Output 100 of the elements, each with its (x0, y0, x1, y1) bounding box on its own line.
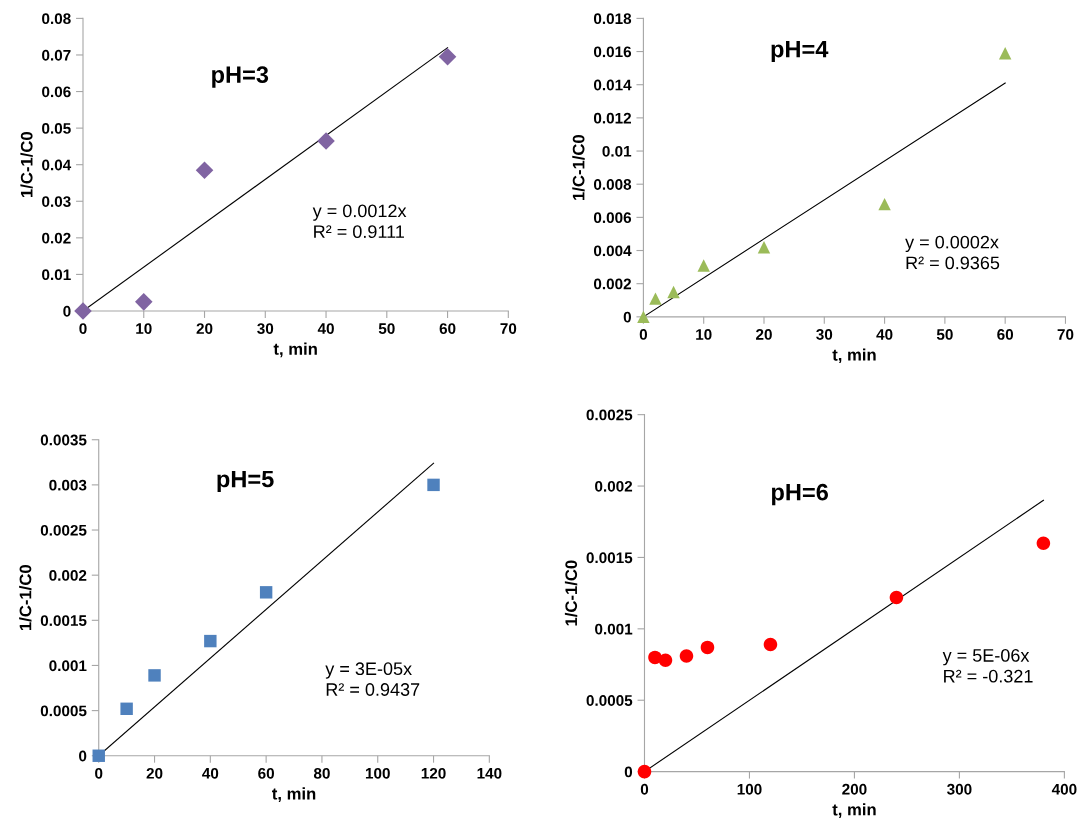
point (998, 47, 1012, 60)
point (204, 634, 217, 648)
annotation: y = 0.0002x R² = 0.9365 (905, 235, 1000, 270)
y-tick-label: 0.0005 (586, 695, 633, 706)
x-tick-label: 0 (640, 783, 649, 795)
point (427, 478, 440, 492)
y-axis-title: 1/C-1/C0 (572, 134, 585, 200)
y-tick-label: 0.012 (593, 112, 631, 124)
y-tick-label: 0.0015 (586, 552, 633, 564)
x-tick-label: 100 (365, 767, 390, 779)
x-tick-label: 100 (737, 783, 762, 795)
point (757, 240, 771, 254)
x-tick-label: 120 (421, 767, 446, 779)
annotation: y = 0.0012x R² = 0.9111 (312, 204, 407, 239)
y-tick-label: 0.04 (42, 159, 72, 171)
y-tick-label: 0 (623, 311, 631, 323)
y-tick-label: 0.06 (42, 86, 71, 98)
y-tick-label: 0 (63, 305, 71, 317)
point (120, 702, 133, 716)
y-tick-label: 0.006 (593, 212, 632, 224)
annotation: y = 5E-06x R² = -0.321 (942, 649, 1033, 683)
x-axis-title: t, min (272, 787, 316, 803)
point (438, 48, 457, 66)
y-tick-label: 0.002 (595, 480, 633, 492)
x-axis-title: t, min (832, 348, 876, 364)
point (317, 132, 335, 150)
y-tick-label: 0.003 (49, 479, 87, 491)
x-tick-label: 60 (997, 329, 1014, 340)
x-tick-label: 30 (257, 323, 274, 335)
y-axis-title: 1/C-1/C0 (19, 565, 32, 631)
y-tick-label: 0 (79, 750, 87, 762)
y-tick-label: 0.002 (593, 278, 631, 290)
point (878, 197, 891, 211)
x-tick-label: 40 (202, 767, 219, 779)
x-tick-label: 20 (756, 329, 772, 340)
y-tick-label: 0.001 (49, 660, 87, 672)
text: pH=6 (772, 483, 828, 506)
x-tick-label: 40 (876, 329, 893, 340)
y-tick-label: 0.014 (593, 79, 632, 91)
y-tick-label: 0.0015 (40, 615, 87, 626)
x-tick-label: 0 (95, 767, 103, 779)
y-tick-label: 0.018 (593, 13, 632, 25)
point (889, 590, 904, 605)
x-tick-label: 80 (313, 767, 330, 779)
y-tick-label: 0.0025 (586, 409, 633, 421)
point (637, 764, 652, 779)
text: pH=3 (212, 66, 269, 88)
y-tick-label: 0.05 (42, 122, 71, 134)
x-tick-label: 200 (842, 783, 867, 795)
point (1036, 536, 1051, 550)
x-tick-label: 60 (439, 323, 456, 335)
x-tick-label: 60 (258, 767, 275, 779)
y-tick-label: 0.01 (602, 145, 632, 157)
point (700, 640, 715, 655)
text: pH=4 (771, 40, 829, 63)
annotation: y = 3E-05x R² = 0.9437 (325, 662, 420, 696)
y-tick-label: 0.008 (593, 179, 632, 190)
point (74, 302, 92, 320)
x-tick-label: 10 (136, 323, 152, 335)
y-tick-label: 0.016 (593, 46, 632, 58)
y-tick-label: 0.02 (42, 232, 71, 244)
x-tick-label: 40 (317, 323, 334, 335)
point (148, 669, 161, 682)
text: pH=5 (217, 470, 274, 493)
x-tick-label: 50 (378, 323, 395, 335)
point (637, 310, 650, 324)
y-axis-title: 1/C-1/C0 (20, 132, 33, 197)
point (134, 293, 153, 311)
y-tick-label: 0.002 (49, 570, 87, 581)
point (649, 292, 662, 305)
x-tick-label: 30 (816, 329, 833, 340)
y-tick-label: 0.01 (42, 269, 71, 281)
y-tick-label: 0.0005 (40, 705, 87, 717)
x-axis-title: t, min (832, 803, 876, 818)
point (667, 285, 680, 299)
point (763, 637, 778, 652)
y-axis-title: 1/C-1/C0 (564, 560, 578, 626)
x-tick-label: 70 (1057, 329, 1074, 340)
x-tick-label: 70 (500, 323, 517, 335)
point (658, 653, 673, 668)
y-tick-label: 0.0035 (40, 434, 87, 446)
x-tick-label: 0 (639, 329, 648, 340)
y-tick-label: 0.03 (42, 196, 71, 207)
x-tick-label: 50 (936, 329, 953, 340)
x-tick-label: 400 (1051, 783, 1077, 795)
x-tick-label: 20 (146, 767, 163, 779)
x-tick-label: 20 (196, 323, 213, 335)
point (259, 586, 273, 599)
y-tick-label: 0.0025 (40, 524, 87, 536)
y-tick-label: 0.001 (595, 623, 633, 635)
x-tick-label: 140 (477, 767, 502, 779)
x-tick-label: 10 (696, 329, 712, 340)
y-tick-label: 0.004 (593, 245, 632, 257)
x-axis-title: t, min (273, 342, 317, 358)
point (195, 161, 214, 179)
y-tick-label: 0.08 (42, 13, 71, 25)
x-tick-label: 300 (947, 783, 972, 795)
point (697, 259, 710, 272)
point (679, 649, 694, 663)
y-tick-label: 0.07 (42, 49, 71, 61)
